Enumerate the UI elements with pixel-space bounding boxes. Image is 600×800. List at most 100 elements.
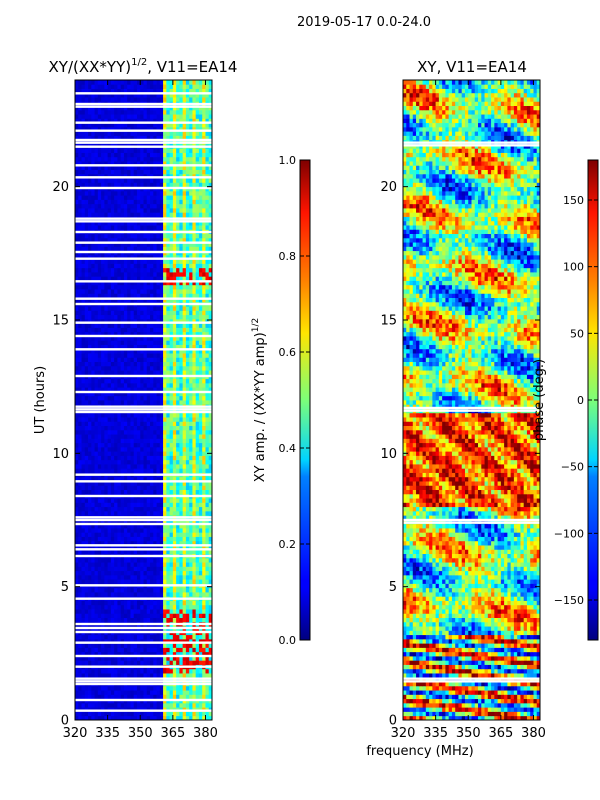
heatmap-cell [169,353,174,358]
heatmap-cell [136,438,141,444]
heatmap-cell [136,310,141,316]
heatmap-cell [146,365,151,371]
heatmap-cell [195,442,200,448]
heatmap-cell [159,690,164,695]
heatmap-cell [88,318,92,324]
heatmap-cell [104,284,109,290]
heatmap-cell [136,378,141,384]
heatmap-cell [117,267,122,273]
heatmap-cell [195,711,200,717]
heatmap-cell [84,344,89,350]
heatmap-cell [159,425,164,431]
heatmap-cell [150,267,154,273]
heatmap-cell [88,263,92,269]
heatmap-cell [107,464,112,469]
heatmap-cell [133,446,138,452]
heatmap-cell [176,668,180,674]
heatmap-cell [153,357,157,362]
heatmap-cell [94,613,99,618]
heatmap-cell [91,446,95,452]
heatmap-cell [140,643,144,648]
heatmap-cell [153,263,157,269]
heatmap-cell [182,562,187,567]
heatmap-cell [101,540,105,546]
heatmap-cell [159,306,164,311]
heatmap-cell [185,587,190,593]
heatmap-cell [133,395,138,401]
heatmap-cell [94,481,99,486]
heatmap-cell [189,557,193,563]
heatmap-cell [182,476,187,482]
heatmap-cell [101,545,105,550]
heatmap-cell [179,536,184,542]
heatmap-cell [208,442,213,448]
heatmap-cell [189,485,193,490]
heatmap-cell [81,331,86,337]
heatmap-cell [120,476,125,482]
heatmap-cell [172,272,177,277]
heatmap-cell [123,540,128,546]
heatmap-cell [81,690,86,695]
heatmap-cell [120,400,125,405]
heatmap-cell [84,557,89,563]
heatmap-cell [81,617,86,623]
heatmap-cell [120,412,125,418]
heatmap-cell [130,579,135,584]
heatmap-cell [182,570,187,576]
heatmap-cell [182,289,187,294]
heatmap-cell [114,357,118,362]
heatmap-cell [104,506,109,512]
heatmap-cell [75,246,79,252]
heatmap-cell [97,643,102,648]
heatmap-cell [81,400,86,405]
heatmap-cell [163,434,167,439]
heatmap-cell [146,536,151,542]
heatmap-cell [153,481,157,486]
heatmap-cell [78,254,82,260]
heatmap-cell [78,566,82,572]
heatmap-cell [150,566,154,572]
heatmap-cell [169,468,174,473]
heatmap-cell [202,353,206,358]
heatmap-cell [81,502,86,508]
heatmap-cell [127,617,131,623]
heatmap-cell [205,592,210,597]
heatmap-cell [182,510,187,516]
heatmap-cell [169,604,174,610]
heatmap-cell [75,502,79,508]
heatmap-cell [195,280,200,286]
heatmap-cell [172,451,177,456]
heatmap-cell [150,519,154,525]
heatmap-cell [195,387,200,392]
heatmap-cell [88,634,92,640]
heatmap-cell [88,387,92,392]
heatmap-cell [143,254,148,260]
heatmap-cell [136,442,141,448]
heatmap-cell [123,715,128,721]
heatmap-cell [120,468,125,473]
heatmap-cell [189,609,193,614]
heatmap-cell [163,656,167,661]
heatmap-cell [107,549,112,554]
heatmap-cell [130,506,135,512]
heatmap-cell [97,464,102,469]
heatmap-cell [169,276,174,281]
heatmap-cell [150,259,154,264]
heatmap-cell [208,617,213,623]
heatmap-cell [205,310,210,316]
heatmap-cell [101,340,105,345]
heatmap-cell [84,651,89,657]
heatmap-cell [78,344,82,350]
heatmap-cell [75,293,79,298]
heatmap-cell [185,225,190,230]
heatmap-cell [101,429,105,435]
heatmap-cell [130,673,135,678]
heatmap-cell [133,532,138,537]
heatmap-cell [176,438,180,444]
heatmap-cell [127,510,131,516]
heatmap-cell [107,246,112,252]
heatmap-cell [172,212,177,217]
heatmap-cell [75,331,79,337]
heatmap-cell [172,310,177,316]
heatmap-cell [198,579,203,584]
